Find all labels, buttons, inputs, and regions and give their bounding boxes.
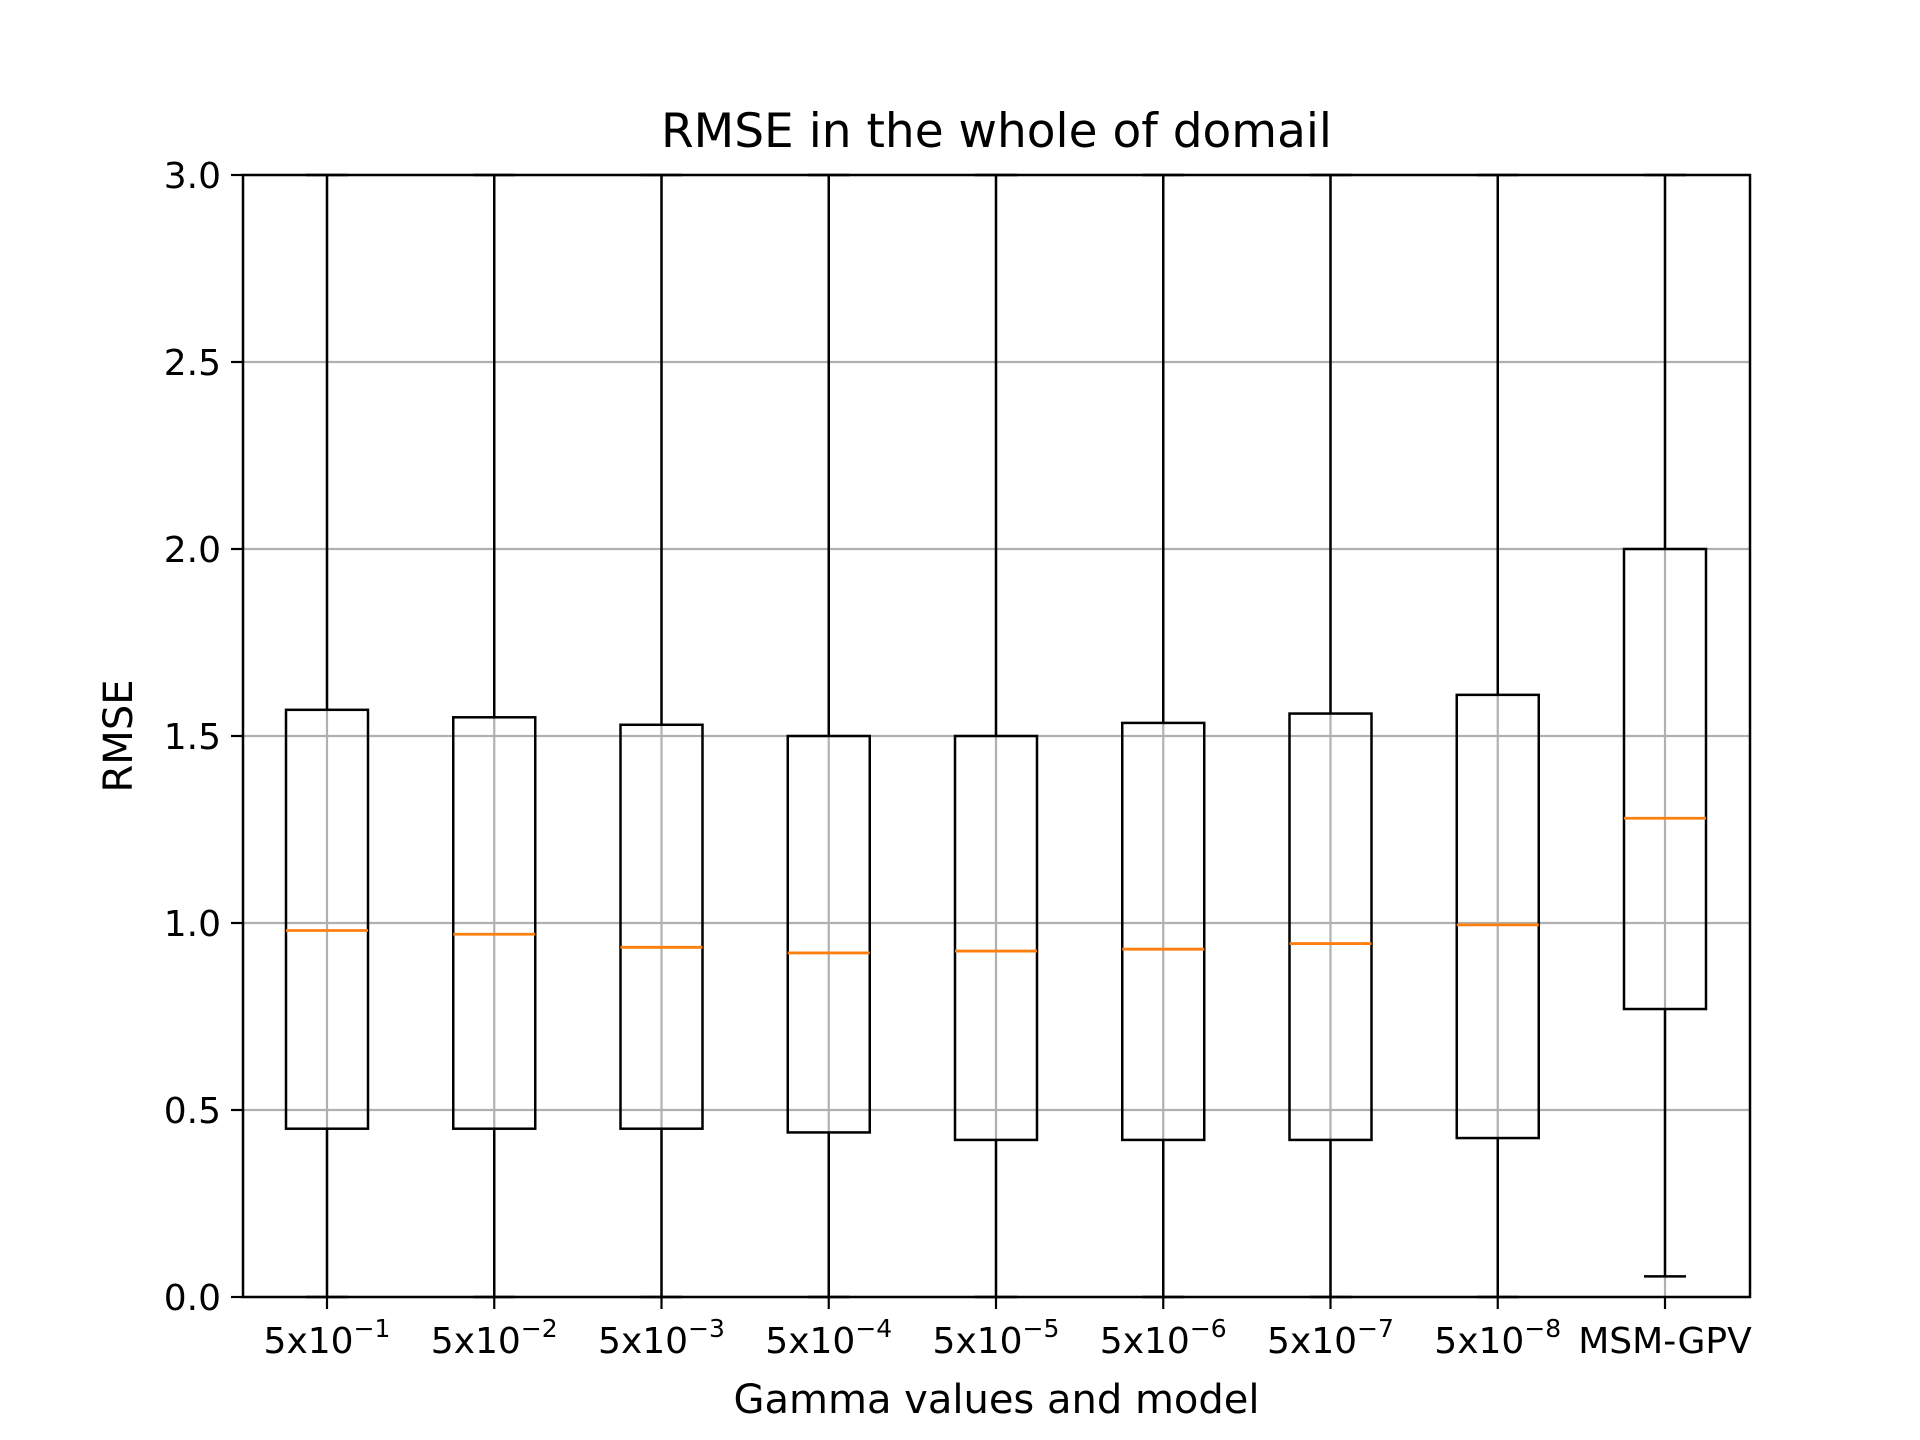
iqr-box xyxy=(1622,547,1708,1011)
x-tick-label-base: 5x10 xyxy=(264,1321,354,1362)
x-tick-label-exponent: −7 xyxy=(1357,1314,1394,1343)
x-tick-label: 5x10−7 xyxy=(1267,1314,1394,1362)
box-group xyxy=(619,173,704,1299)
chart-title: RMSE in the whole of domail xyxy=(661,104,1332,159)
x-tick-label-base: 5x10 xyxy=(1267,1321,1357,1362)
x-tick-label: 5x10−8 xyxy=(1434,1314,1561,1362)
x-tick-label-exponent: −6 xyxy=(1190,1314,1227,1343)
x-tick-label: 5x10−5 xyxy=(933,1314,1060,1362)
x-tick-label-base: 5x10 xyxy=(1100,1321,1190,1362)
x-tick-label-exponent: −8 xyxy=(1524,1314,1561,1343)
y-tick-label: 1.5 xyxy=(164,717,221,758)
y-tick-label: 1.0 xyxy=(164,904,221,945)
x-tick-label: 5x10−2 xyxy=(431,1314,558,1362)
iqr-box xyxy=(284,708,370,1130)
x-tick-label-exponent: −1 xyxy=(354,1314,391,1343)
iqr-box xyxy=(786,734,871,1134)
iqr-box xyxy=(953,734,1039,1142)
iqr-box xyxy=(1121,721,1206,1142)
x-tick-label: 5x10−1 xyxy=(264,1314,391,1362)
x-tick-label-base: 5x10 xyxy=(765,1321,855,1362)
iqr-box xyxy=(452,716,537,1130)
y-tick-label: 3.0 xyxy=(164,156,221,197)
x-tick-label-base: 5x10 xyxy=(1434,1321,1524,1362)
y-tick-label: 0.5 xyxy=(164,1091,221,1132)
x-tick-label-exponent: −3 xyxy=(688,1314,725,1343)
x-tick-label: 5x10−6 xyxy=(1100,1314,1227,1362)
y-tick-label: 2.0 xyxy=(164,530,221,571)
x-tick-label-base: 5x10 xyxy=(933,1321,1023,1362)
y-tick-label: 2.5 xyxy=(164,343,221,384)
x-tick-label-base: 5x10 xyxy=(598,1321,688,1362)
iqr-box xyxy=(619,723,704,1130)
x-tick-label-base: 5x10 xyxy=(431,1321,521,1362)
x-tick-label-exponent: −2 xyxy=(521,1314,558,1343)
x-tick-label: MSM-GPV xyxy=(1578,1321,1752,1362)
iqr-box xyxy=(1455,693,1540,1140)
x-tick-label-exponent: −5 xyxy=(1023,1314,1060,1343)
box-group xyxy=(284,173,370,1299)
iqr-box xyxy=(1288,712,1373,1142)
x-tick-label-exponent: −4 xyxy=(855,1314,892,1343)
x-axis-label: Gamma values and model xyxy=(734,1377,1260,1423)
x-tick-label-base: MSM-GPV xyxy=(1578,1321,1752,1362)
y-tick-label: 0.0 xyxy=(164,1278,221,1319)
x-tick-label: 5x10−3 xyxy=(598,1314,725,1362)
x-tick-label: 5x10−4 xyxy=(765,1314,892,1362)
y-axis-label: RMSE xyxy=(96,680,142,793)
